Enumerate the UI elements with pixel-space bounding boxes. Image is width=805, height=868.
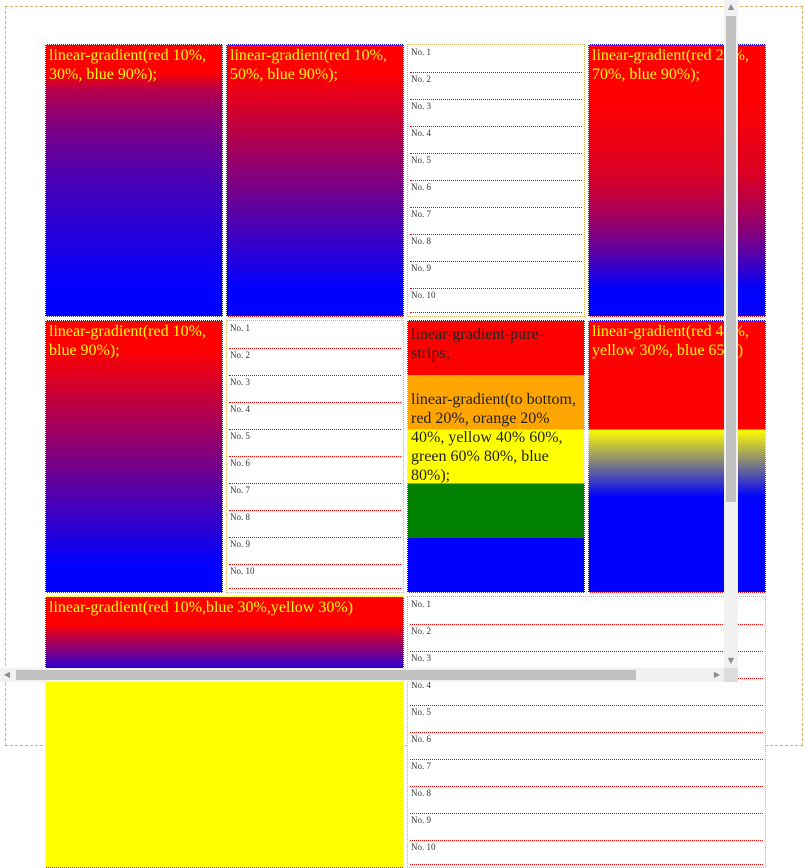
list-item: No. 3 [229,376,401,403]
horizontal-scroll-thumb[interactable] [16,670,636,680]
list-item: No. 8 [410,787,763,814]
list-item: No. 9 [410,814,763,841]
gradient-cell-red-70-blue: linear-gradient(red 20%, 70%, blue 90%); [588,44,766,317]
numbered-list-3: No. 1 No. 2 No. 3 No. 4 No. 5 No. 6 No. … [407,596,766,868]
list-item: No. 5 [410,154,582,181]
list-item: No. 7 [410,208,582,235]
list-item: No. 8 [410,235,582,262]
list-item: No. 1 [229,322,401,349]
gradient-cell-pure-strips: linear-gradient-pure-strips; linear-grad… [407,320,585,593]
list-item: No. 5 [229,430,401,457]
gradient-label: linear-gradient(red 40%, yellow 30%, blu… [592,323,749,359]
list-item: No. 5 [410,706,763,733]
list-item: No. 10 [229,565,401,589]
gradient-label: linear-gradient(red 20%, 70%, blue 90%); [592,47,749,83]
numbered-list-1: No. 1 No. 2 No. 3 No. 4 No. 5 No. 6 No. … [407,44,585,317]
scroll-right-icon[interactable]: ▶ [713,670,721,679]
horizontal-scrollbar[interactable]: ◀ ▶ [0,668,724,682]
list-item: No. 2 [410,625,763,652]
gradient-label: linear-gradient(red 10%, 50%, blue 90%); [230,47,387,83]
gradient-cell-wide-red-blue-yellow: linear-gradient(red 10%,blue 30%,yellow … [45,596,404,868]
gradient-label: linear-gradient(red 10%, 30%, blue 90%); [49,47,206,83]
numbered-list-2: No. 1 No. 2 No. 3 No. 4 No. 5 No. 6 No. … [226,320,404,593]
list-item: No. 6 [410,733,763,760]
list-item: No. 1 [410,46,582,73]
list-item: No. 7 [229,484,401,511]
list-item: No. 4 [229,403,401,430]
list-item: No. 3 [410,100,582,127]
gradient-cell-red-blue: linear-gradient(red 10%, blue 90%); [45,320,223,593]
gradient-label: linear-gradient(red 10%,blue 30%,yellow … [49,599,354,616]
gradient-label: linear-gradient(red 10%, blue 90%); [49,323,206,359]
list-item: No. 7 [410,760,763,787]
vertical-scrollbar[interactable]: ▲ ▼ [724,0,738,668]
gradient-cell-red-50-blue: linear-gradient(red 10%, 50%, blue 90%); [226,44,404,317]
list-item: No. 10 [410,841,763,865]
outer-frame [5,6,803,746]
scroll-up-icon[interactable]: ▲ [727,2,735,11]
list-item: No. 10 [410,289,582,313]
list-item: No. 2 [229,349,401,376]
list-item: No. 8 [229,511,401,538]
list-item: No. 1 [410,598,763,625]
strips-body: linear-gradient(to bottom, red 20%, oran… [411,391,576,484]
scroll-down-icon[interactable]: ▼ [727,656,735,665]
vertical-scroll-thumb[interactable] [726,16,736,502]
gradient-cell-red-yellow-blue: linear-gradient(red 40%, yellow 30%, blu… [588,320,766,593]
list-item: No. 6 [229,457,401,484]
strips-title: linear-gradient-pure-strips; [411,326,544,362]
list-item: No. 2 [410,73,582,100]
list-item: No. 4 [410,679,763,706]
scroll-left-icon[interactable]: ◀ [3,670,11,679]
scrollbar-corner [724,668,738,682]
list-item: No. 9 [410,262,582,289]
list-item: No. 4 [410,127,582,154]
gradient-cell-red-30-blue: linear-gradient(red 10%, 30%, blue 90%); [45,44,223,317]
list-item: No. 6 [410,181,582,208]
list-item: No. 9 [229,538,401,565]
